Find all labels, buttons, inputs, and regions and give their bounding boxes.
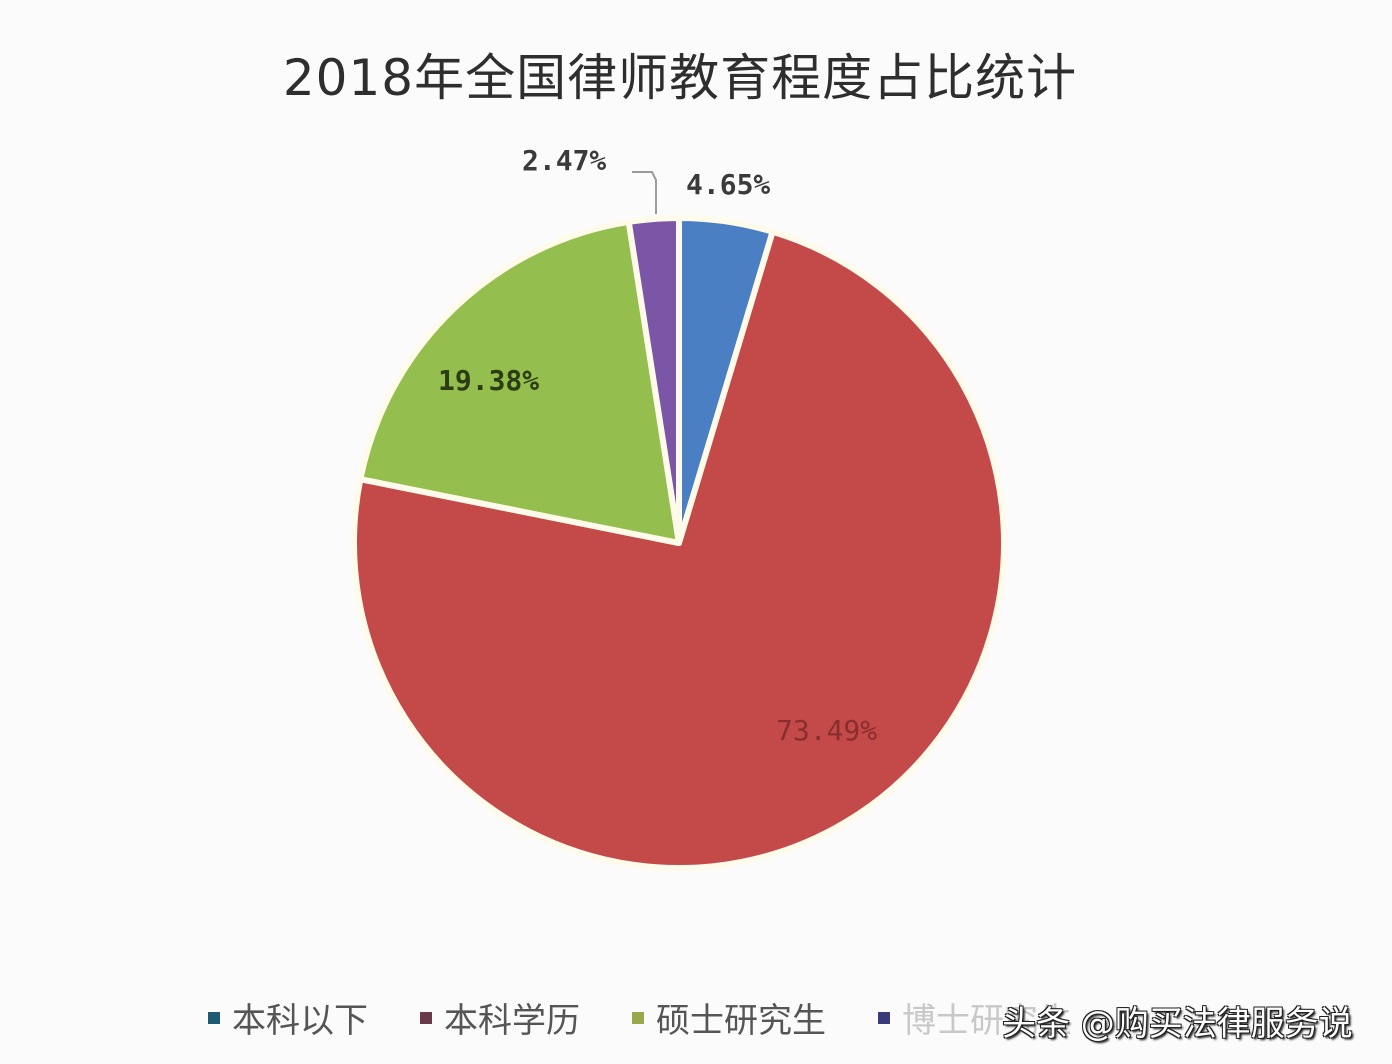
slice-master xyxy=(357,218,682,546)
legend-item-below-bachelor: 本科以下 xyxy=(208,993,368,1042)
chart-legend: 本科以下 本科学历 硕士研究生 博士研究生 xyxy=(208,993,1124,1042)
legend-item-doctorate: 博士研究生 xyxy=(878,993,1072,1042)
slice-label-below-bachelor: 4.65% xyxy=(686,168,771,201)
pie-slices xyxy=(351,215,1007,871)
slice-doctorate xyxy=(625,215,682,546)
watermark: 头条 @购买法律服务说 xyxy=(1002,1004,1353,1044)
legend-label: 硕士研究生 xyxy=(656,1001,826,1041)
legend-item-bachelor: 本科学历 xyxy=(420,993,580,1042)
legend-swatch-icon xyxy=(208,1011,220,1024)
slice-bachelor xyxy=(351,228,1007,871)
slice-label-doctorate: 2.47% xyxy=(522,144,607,177)
legend-label: 博士研究生 xyxy=(902,1001,1072,1041)
legend-swatch-icon xyxy=(632,1011,644,1024)
purple-label-leader-line xyxy=(632,171,657,214)
slice-label-master: 19.38% xyxy=(438,364,540,397)
legend-swatch-icon xyxy=(420,1011,432,1024)
legend-label: 本科学历 xyxy=(444,1001,580,1041)
legend-label: 本科以下 xyxy=(232,1001,368,1041)
legend-item-master: 硕士研究生 xyxy=(632,993,826,1042)
slice-label-bachelor: 73.49% xyxy=(776,714,878,747)
chart-title: 2018年全国律师教育程度占比统计 xyxy=(282,49,1078,107)
legend-swatch-icon xyxy=(878,1011,890,1024)
